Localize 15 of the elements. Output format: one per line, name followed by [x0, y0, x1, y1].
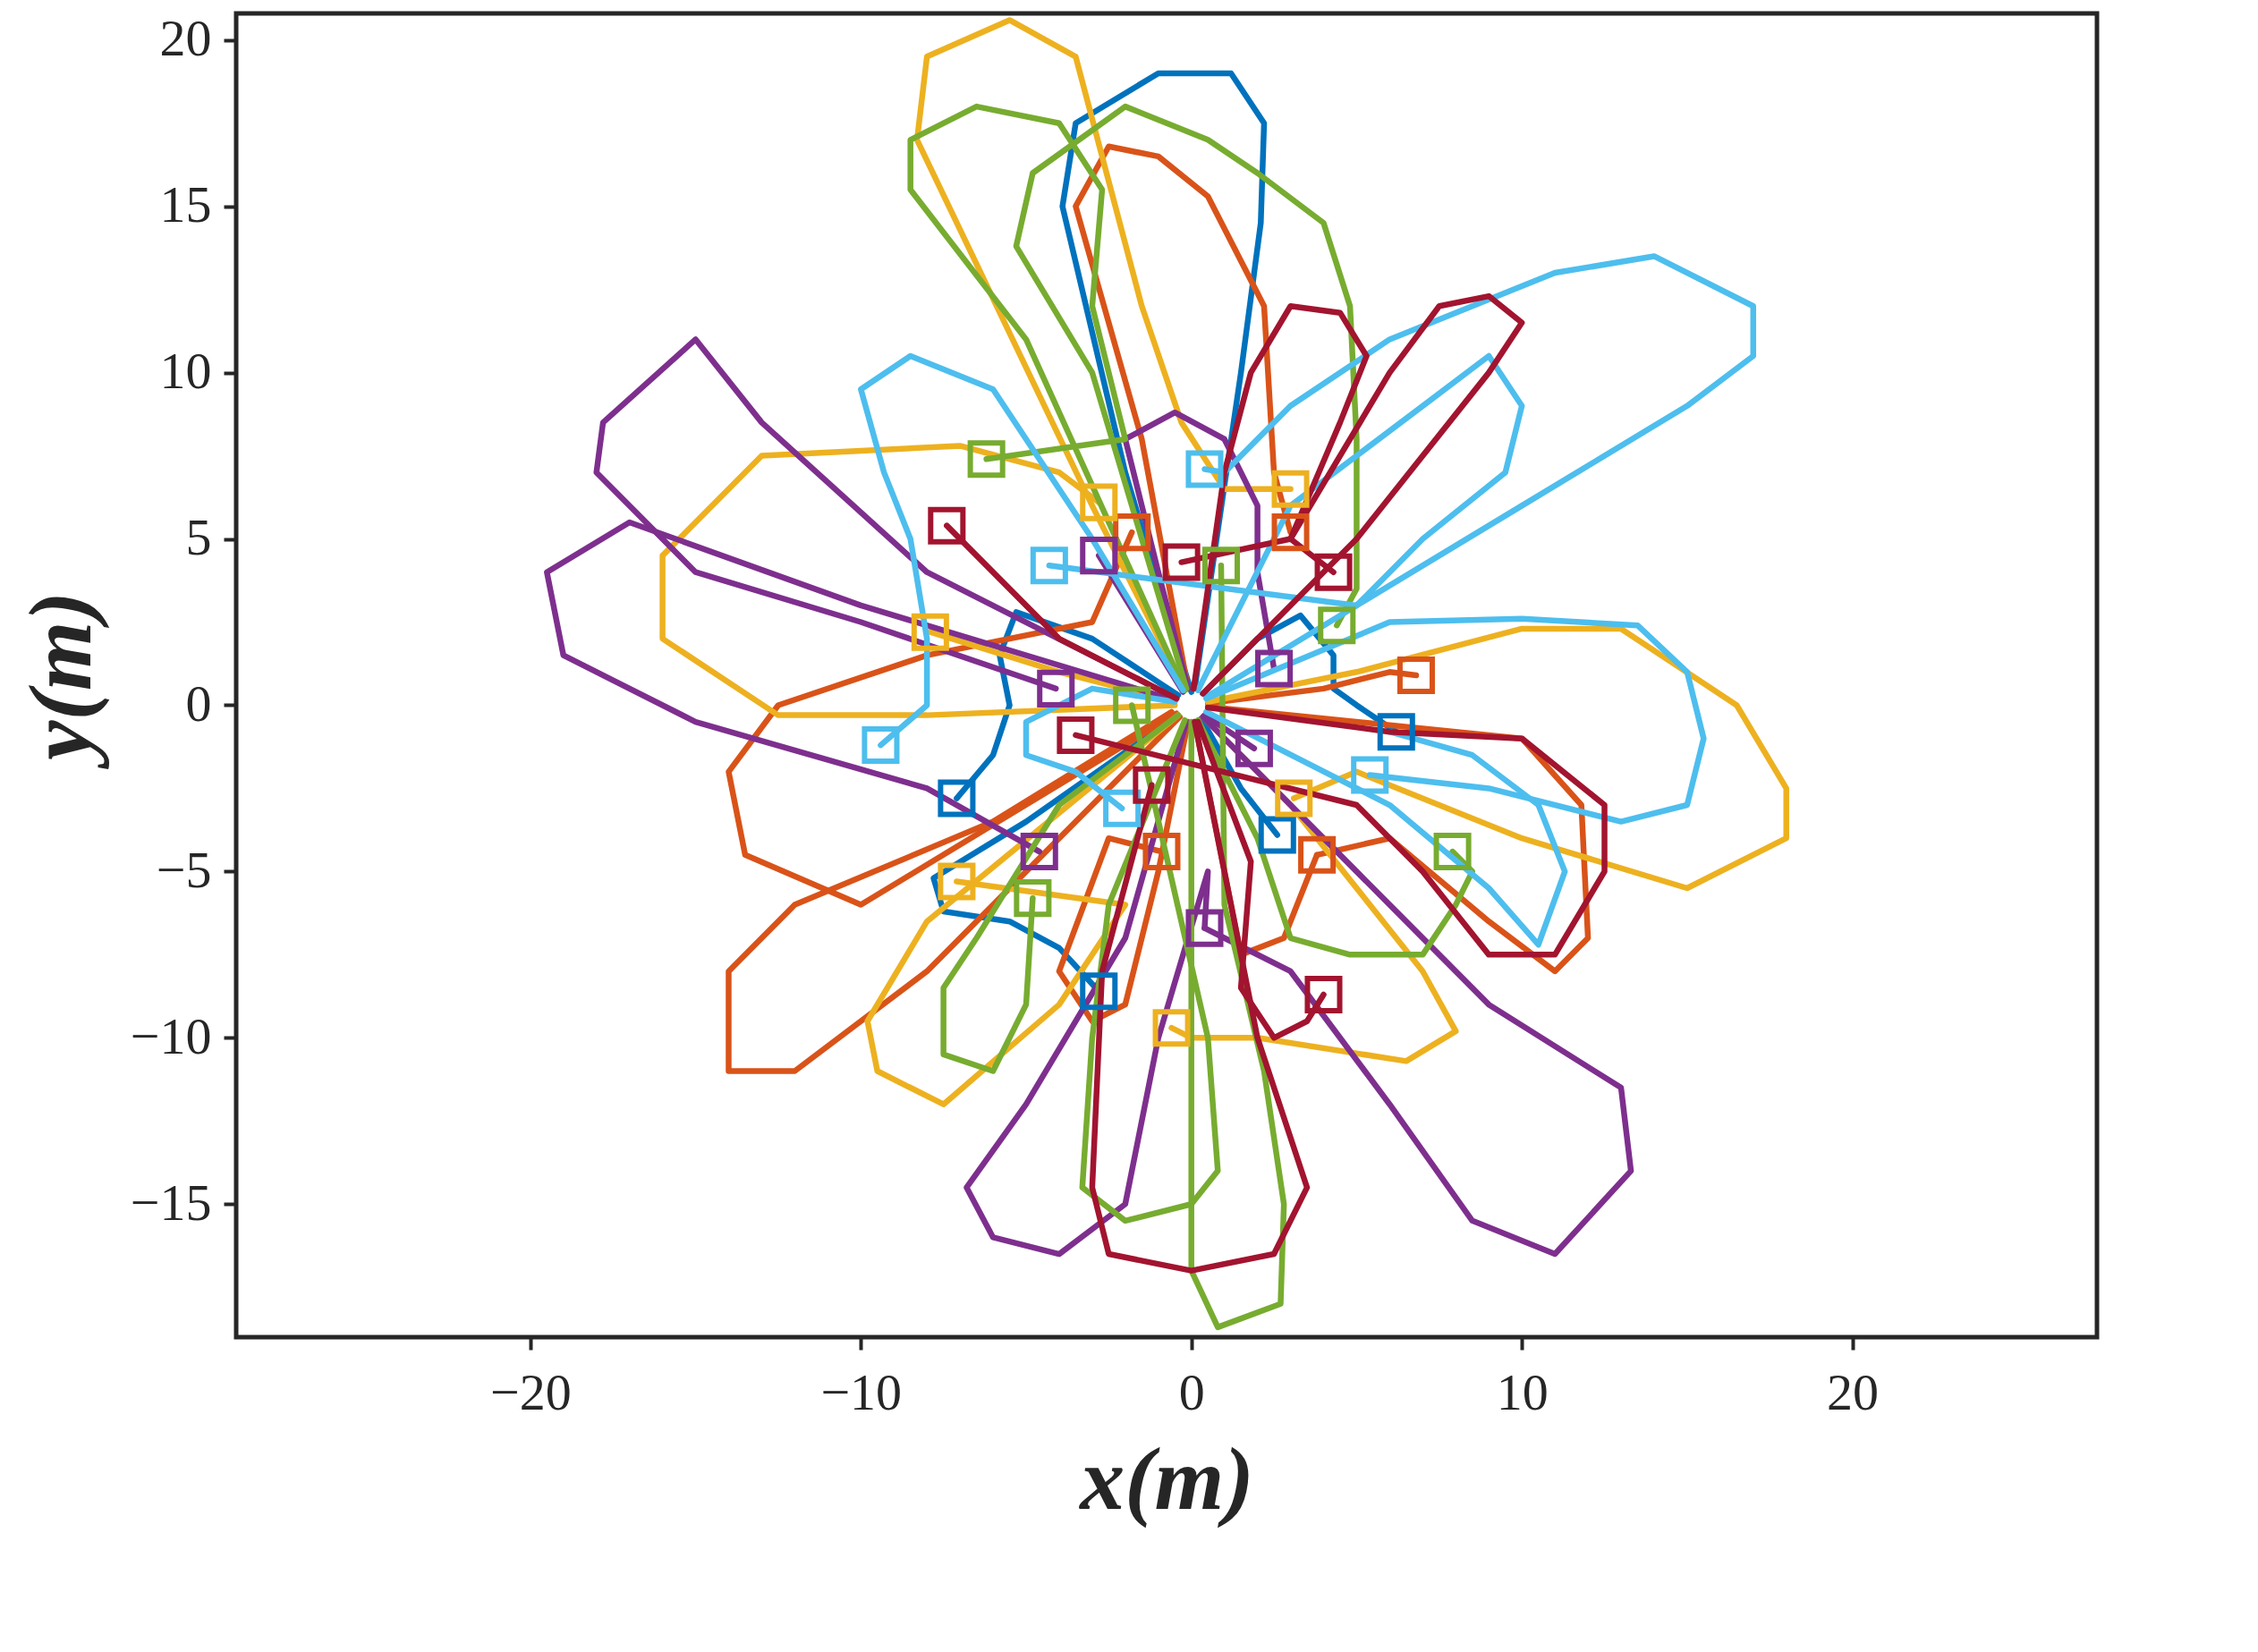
x-tick-label: 20	[1827, 1362, 1880, 1421]
y-axis-title: y(m)	[10, 591, 110, 770]
y-tick-label: −10	[130, 1006, 212, 1065]
y-tick-label: 15	[159, 175, 212, 234]
y-tick-label: 5	[185, 508, 212, 567]
y-tick-label: 0	[185, 674, 212, 733]
x-tick-label: −10	[820, 1362, 903, 1421]
y-tick-label: 20	[159, 9, 212, 68]
x-axis-title: x(m)	[1078, 1428, 1254, 1529]
x-tick-label: −20	[489, 1362, 572, 1421]
x-tick-label: 0	[1178, 1362, 1205, 1421]
y-tick-label: −15	[130, 1173, 212, 1232]
x-tick-label: 10	[1496, 1362, 1549, 1421]
y-tick-label: −5	[156, 840, 212, 899]
y-tick-label: 10	[159, 342, 212, 401]
